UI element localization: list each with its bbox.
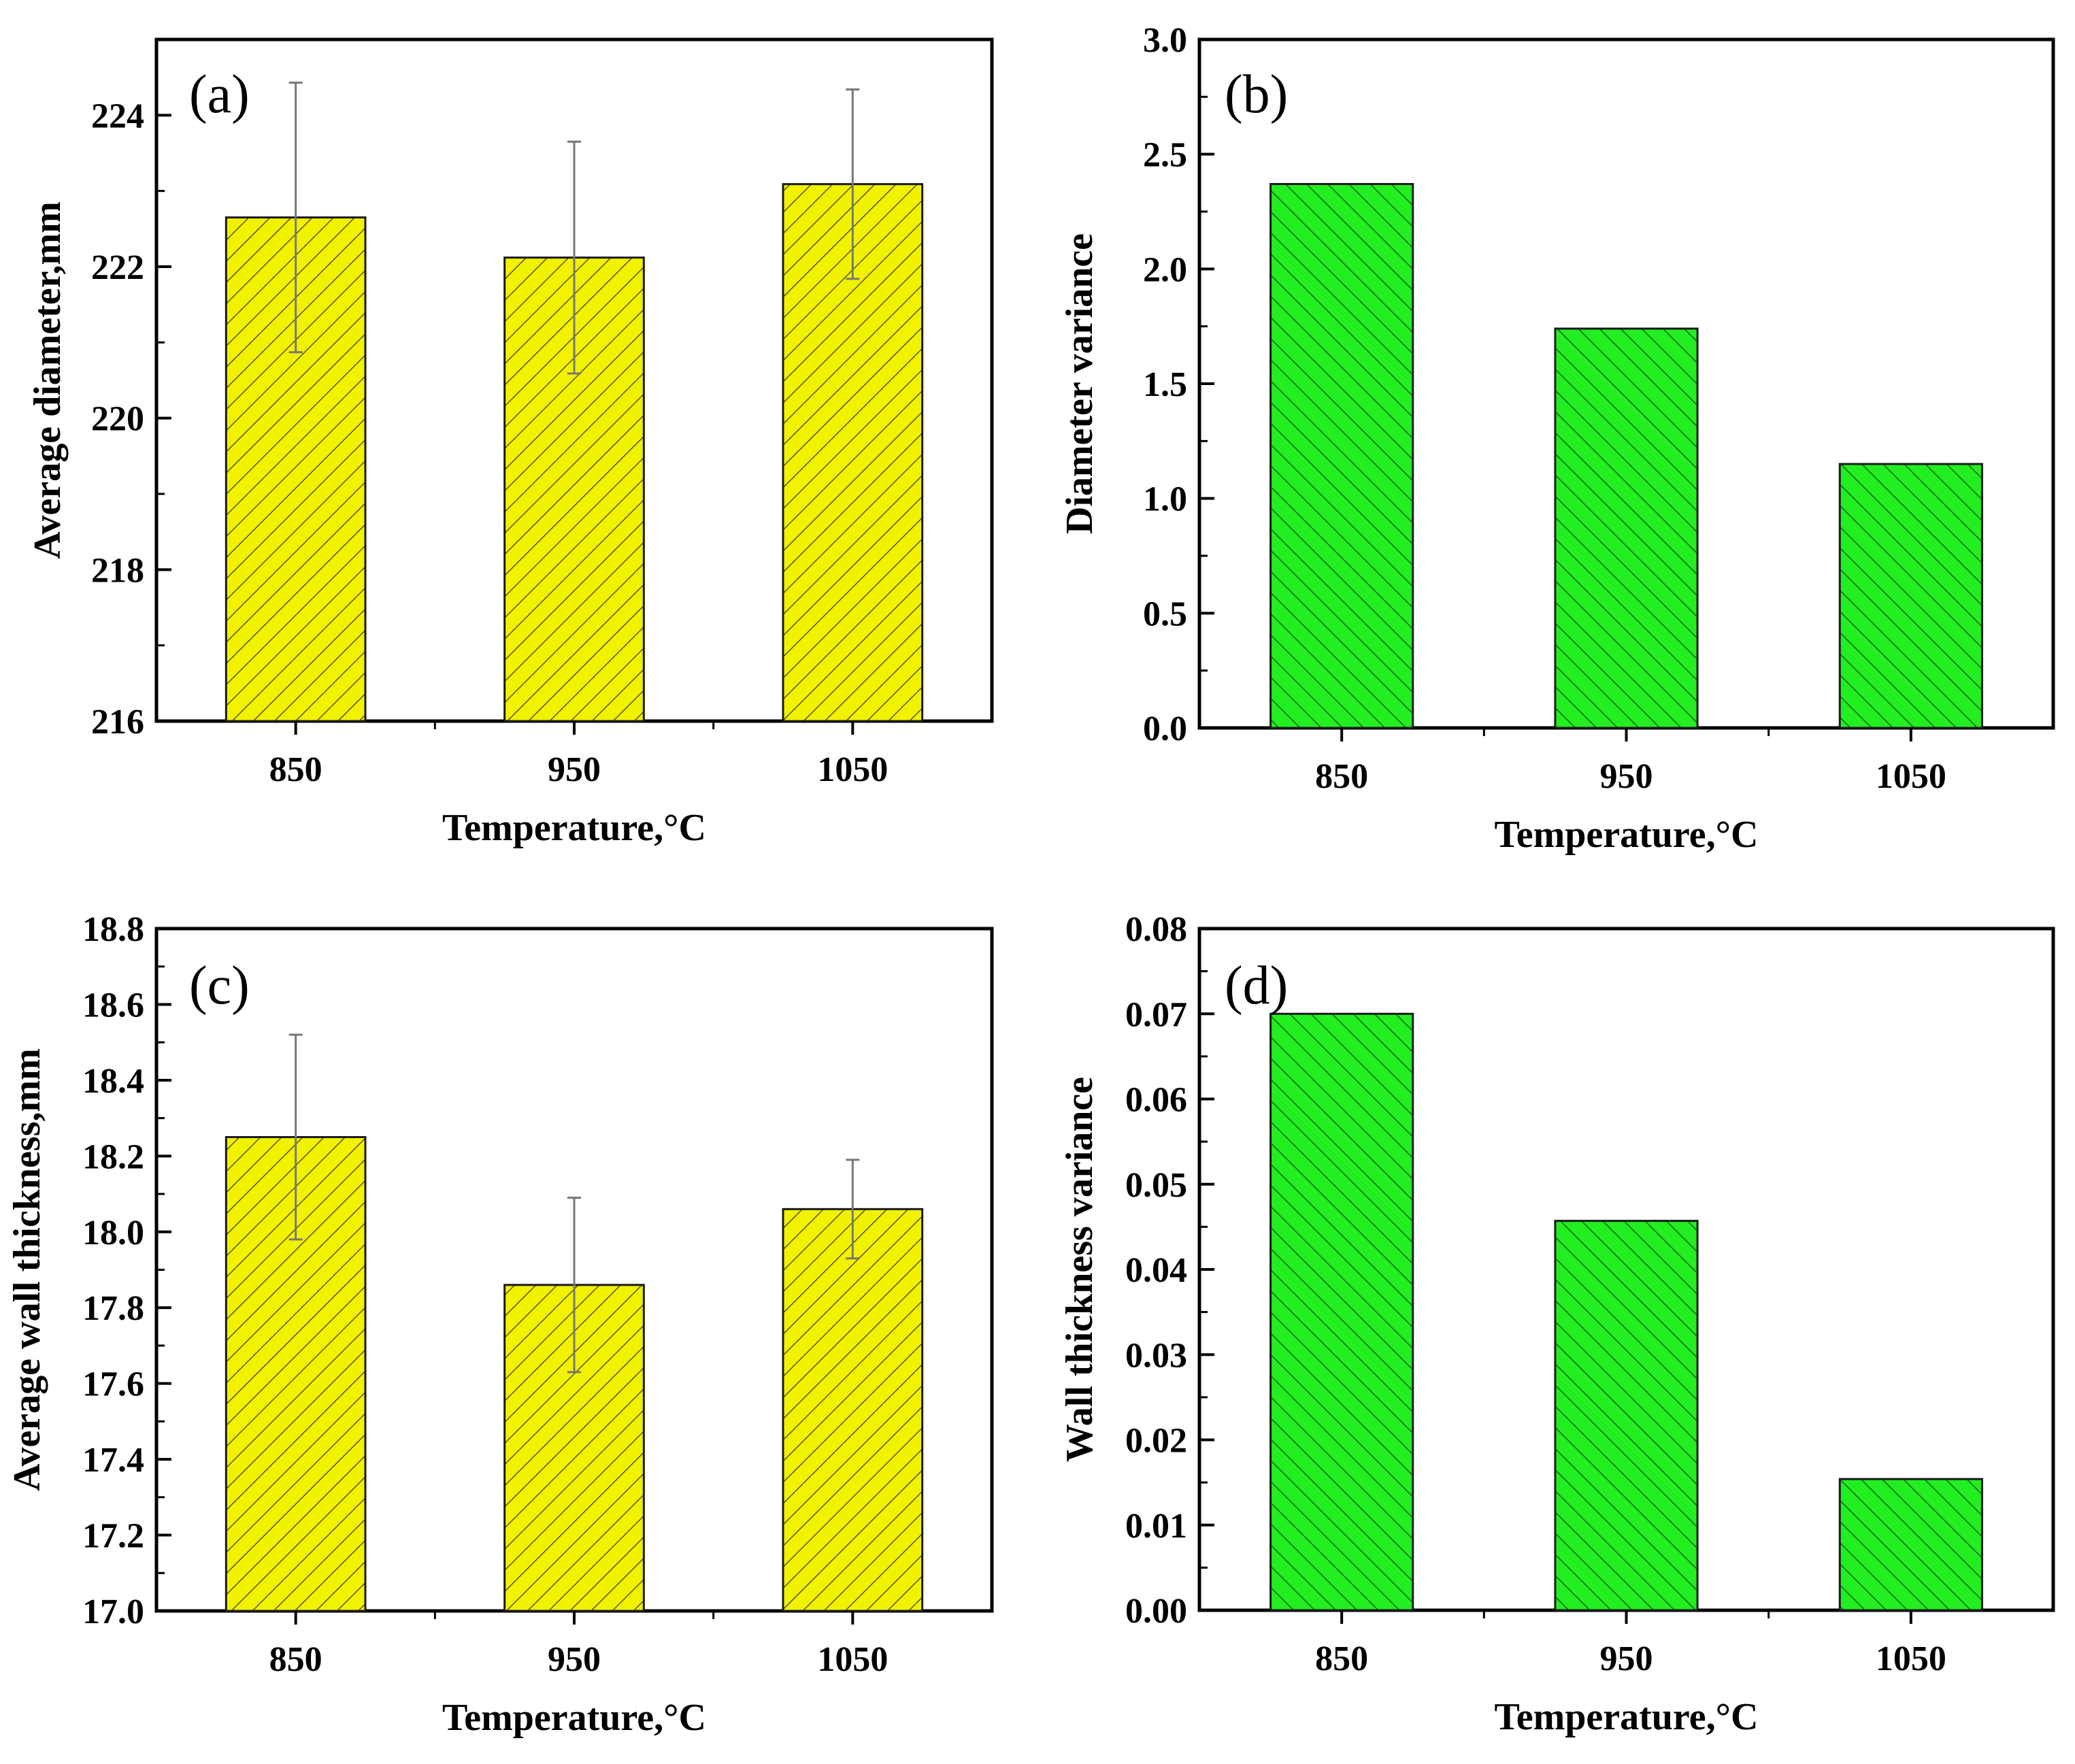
x-tick-label: 850 — [269, 750, 322, 789]
x-tick-label: 1050 — [817, 1640, 888, 1679]
y-tick-label: 1.5 — [1143, 365, 1187, 404]
x-axis-label: Temperature,°C — [1495, 814, 1759, 856]
y-tick-label: 218 — [91, 551, 144, 590]
y-tick-label: 0.00 — [1125, 1592, 1187, 1631]
x-axis-label: Temperature,°C — [442, 807, 706, 849]
x-tick-label: 1050 — [1876, 757, 1946, 796]
bar-1050 — [782, 1208, 924, 1612]
x-tick-label: 850 — [269, 1640, 322, 1679]
y-axis-label: Average wall thickness,mm — [6, 1048, 48, 1491]
panel-label: (d) — [1225, 956, 1288, 1016]
y-tick-label: 2.5 — [1143, 136, 1187, 175]
x-tick-label: 950 — [548, 1640, 601, 1679]
bar-850 — [1269, 1012, 1414, 1612]
y-tick-label: 18.0 — [82, 1214, 144, 1252]
y-tick-label: 222 — [91, 248, 144, 287]
y-axis-label: Diameter variance — [1059, 233, 1101, 534]
bar-850 — [1269, 183, 1414, 729]
y-tick-label: 220 — [91, 400, 144, 439]
x-tick-label: 950 — [1600, 757, 1653, 796]
y-axis-label: Wall thickness variance — [1059, 1077, 1101, 1462]
y-tick-label: 17.8 — [82, 1289, 144, 1328]
x-tick-label: 850 — [1315, 757, 1368, 796]
panel-label: (b) — [1225, 65, 1288, 124]
panel-label: (c) — [189, 956, 250, 1016]
x-axis-label: Temperature,°C — [1495, 1696, 1759, 1738]
y-tick-label: 0.03 — [1125, 1336, 1187, 1375]
y-tick-label: 18.8 — [82, 910, 144, 949]
x-tick-label: 950 — [548, 750, 601, 789]
panel-label: (a) — [189, 65, 250, 124]
x-tick-label: 1050 — [1876, 1640, 1946, 1678]
bar-950 — [1554, 327, 1699, 729]
y-tick-label: 0.06 — [1125, 1081, 1187, 1120]
x-tick-label: 850 — [1315, 1640, 1368, 1678]
y-tick-label: 2.0 — [1143, 250, 1187, 289]
bar-950 — [1554, 1220, 1699, 1612]
y-tick-label: 18.6 — [82, 986, 144, 1025]
y-tick-label: 0.07 — [1125, 995, 1187, 1034]
y-tick-label: 17.0 — [82, 1593, 144, 1631]
y-tick-label: 0.05 — [1125, 1166, 1187, 1205]
y-tick-label: 18.2 — [82, 1137, 144, 1176]
y-tick-label: 3.0 — [1143, 21, 1187, 60]
y-tick-label: 17.6 — [82, 1365, 144, 1404]
y-tick-label: 17.2 — [82, 1517, 144, 1556]
panel-b: 0.0 0.5 1.0 1.5 2.0 2.5 3.0 850 950 1050 (b) Temper… — [1059, 21, 2055, 856]
y-tick-label: 224 — [91, 97, 144, 135]
y-tick-label: 0.0 — [1143, 710, 1187, 748]
y-tick-label: 0.04 — [1125, 1251, 1187, 1290]
y-tick-label: 17.4 — [82, 1441, 144, 1480]
panel-c: 17.0 17.2 17.4 17.6 17.8 18.0 18.2 18.4 18.6 18.8… — [6, 910, 994, 1739]
panel-d: 0.00 0.01 0.02 0.03 0.04 0.05 0.06 0.07 0.08 850 9… — [1059, 910, 2055, 1738]
x-tick-label: 950 — [1600, 1640, 1653, 1678]
y-axis-label: Average diameter,mm — [27, 201, 69, 559]
bar-1050 — [1838, 1478, 1983, 1612]
y-tick-label: 18.4 — [82, 1062, 144, 1101]
y-tick-label: 0.08 — [1125, 910, 1187, 949]
x-tick-label: 1050 — [817, 750, 888, 789]
panel-a: 216 218 220 222 224 850 950 1050 (a) Temperature,… — [27, 37, 994, 849]
y-tick-label: 0.02 — [1125, 1422, 1187, 1461]
y-tick-label: 1.0 — [1143, 480, 1187, 519]
bar-1050 — [1838, 463, 1983, 729]
x-axis-label: Temperature,°C — [442, 1697, 706, 1739]
y-tick-label: 216 — [91, 703, 144, 742]
y-tick-label: 0.5 — [1143, 595, 1187, 633]
y-tick-label: 0.01 — [1125, 1507, 1187, 1546]
